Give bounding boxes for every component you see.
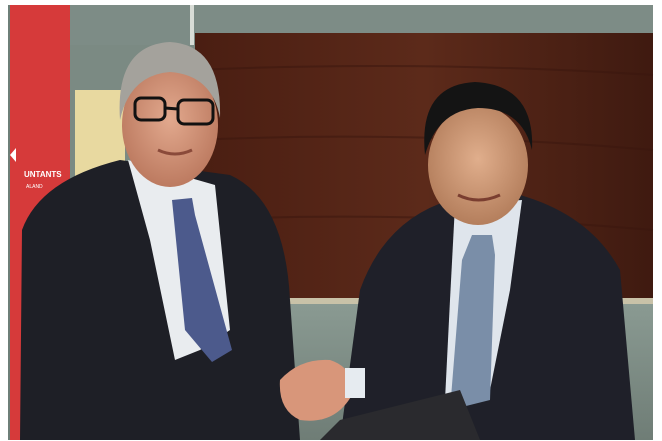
glasses-bridge [164,106,179,111]
banner-logo [10,148,16,162]
banner-text: UNTANTS [24,170,62,179]
right-person [340,82,635,440]
left-tie [172,198,232,362]
glasses-right [176,98,215,126]
banner-subtext: ALAND [26,184,43,190]
right-hair [424,82,533,155]
left-suit [20,160,300,440]
left-person [20,42,300,440]
left-mouth [157,148,193,156]
right-face [428,105,528,225]
folder [320,390,480,440]
handshake [279,359,353,421]
right-cuff [345,368,365,398]
left-hair [119,42,221,120]
right-tie [450,235,495,410]
trim [190,5,194,45]
left-face [122,63,218,187]
right-mouth [457,193,501,202]
